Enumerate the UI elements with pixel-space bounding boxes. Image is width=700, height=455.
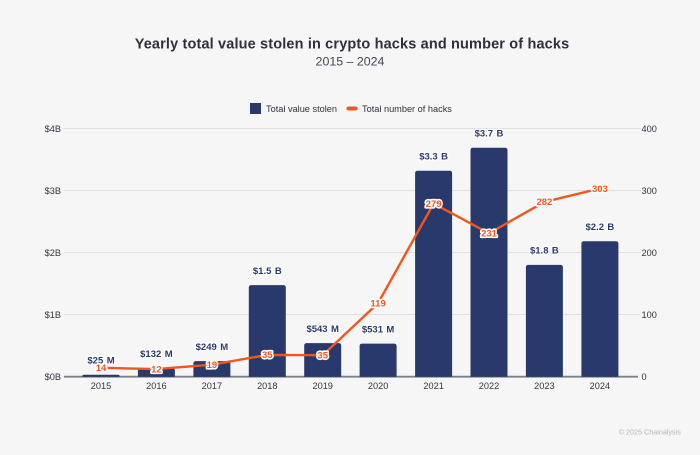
svg-text:2024: 2024 <box>590 381 610 391</box>
svg-text:279: 279 <box>426 199 442 210</box>
svg-text:231: 231 <box>481 229 498 240</box>
svg-text:$2.2 B: $2.2 B <box>585 222 614 233</box>
svg-text:2015 – 2024: 2015 – 2024 <box>316 55 385 69</box>
svg-text:2015: 2015 <box>91 381 111 391</box>
svg-text:14: 14 <box>96 363 107 374</box>
svg-text:119: 119 <box>370 298 385 309</box>
svg-text:$132 M: $132 M <box>140 349 173 360</box>
svg-text:2017: 2017 <box>202 381 222 391</box>
svg-text:100: 100 <box>642 310 657 320</box>
svg-text:$4B: $4B <box>45 124 61 134</box>
svg-text:282: 282 <box>536 197 552 208</box>
svg-text:$531 M: $531 M <box>362 324 395 335</box>
svg-text:200: 200 <box>642 248 657 258</box>
svg-text:$1.8 B: $1.8 B <box>530 246 559 257</box>
svg-text:12: 12 <box>151 364 162 375</box>
svg-text:Total value stolen: Total value stolen <box>266 104 337 114</box>
svg-text:2020: 2020 <box>368 381 388 391</box>
svg-text:$1B: $1B <box>45 310 61 320</box>
svg-text:$0B: $0B <box>45 372 61 382</box>
svg-text:© 2025 Chainalysis: © 2025 Chainalysis <box>619 428 681 437</box>
svg-text:$1.5 B: $1.5 B <box>253 266 282 277</box>
svg-text:19: 19 <box>207 360 218 371</box>
svg-text:$3.7 B: $3.7 B <box>475 128 504 139</box>
svg-text:$2B: $2B <box>45 248 61 258</box>
svg-text:303: 303 <box>592 184 608 195</box>
svg-text:2023: 2023 <box>534 381 554 391</box>
svg-text:2016: 2016 <box>146 381 166 391</box>
svg-text:300: 300 <box>642 186 657 196</box>
svg-text:$543 M: $543 M <box>306 324 339 335</box>
svg-text:$249 M: $249 M <box>196 342 229 353</box>
svg-text:400: 400 <box>642 124 657 134</box>
svg-text:$3.3 B: $3.3 B <box>419 151 448 162</box>
svg-text:$3B: $3B <box>45 186 61 196</box>
svg-text:0: 0 <box>642 372 647 382</box>
svg-text:Yearly total value stolen in c: Yearly total value stolen in crypto hack… <box>135 37 570 53</box>
svg-text:2018: 2018 <box>257 381 277 391</box>
svg-text:Total number of hacks: Total number of hacks <box>362 104 452 114</box>
svg-text:2022: 2022 <box>479 381 499 391</box>
svg-text:35: 35 <box>262 350 273 361</box>
svg-text:35: 35 <box>317 351 328 362</box>
svg-text:2019: 2019 <box>312 381 332 391</box>
svg-text:$25 M: $25 M <box>87 355 114 366</box>
svg-text:2021: 2021 <box>423 381 443 391</box>
